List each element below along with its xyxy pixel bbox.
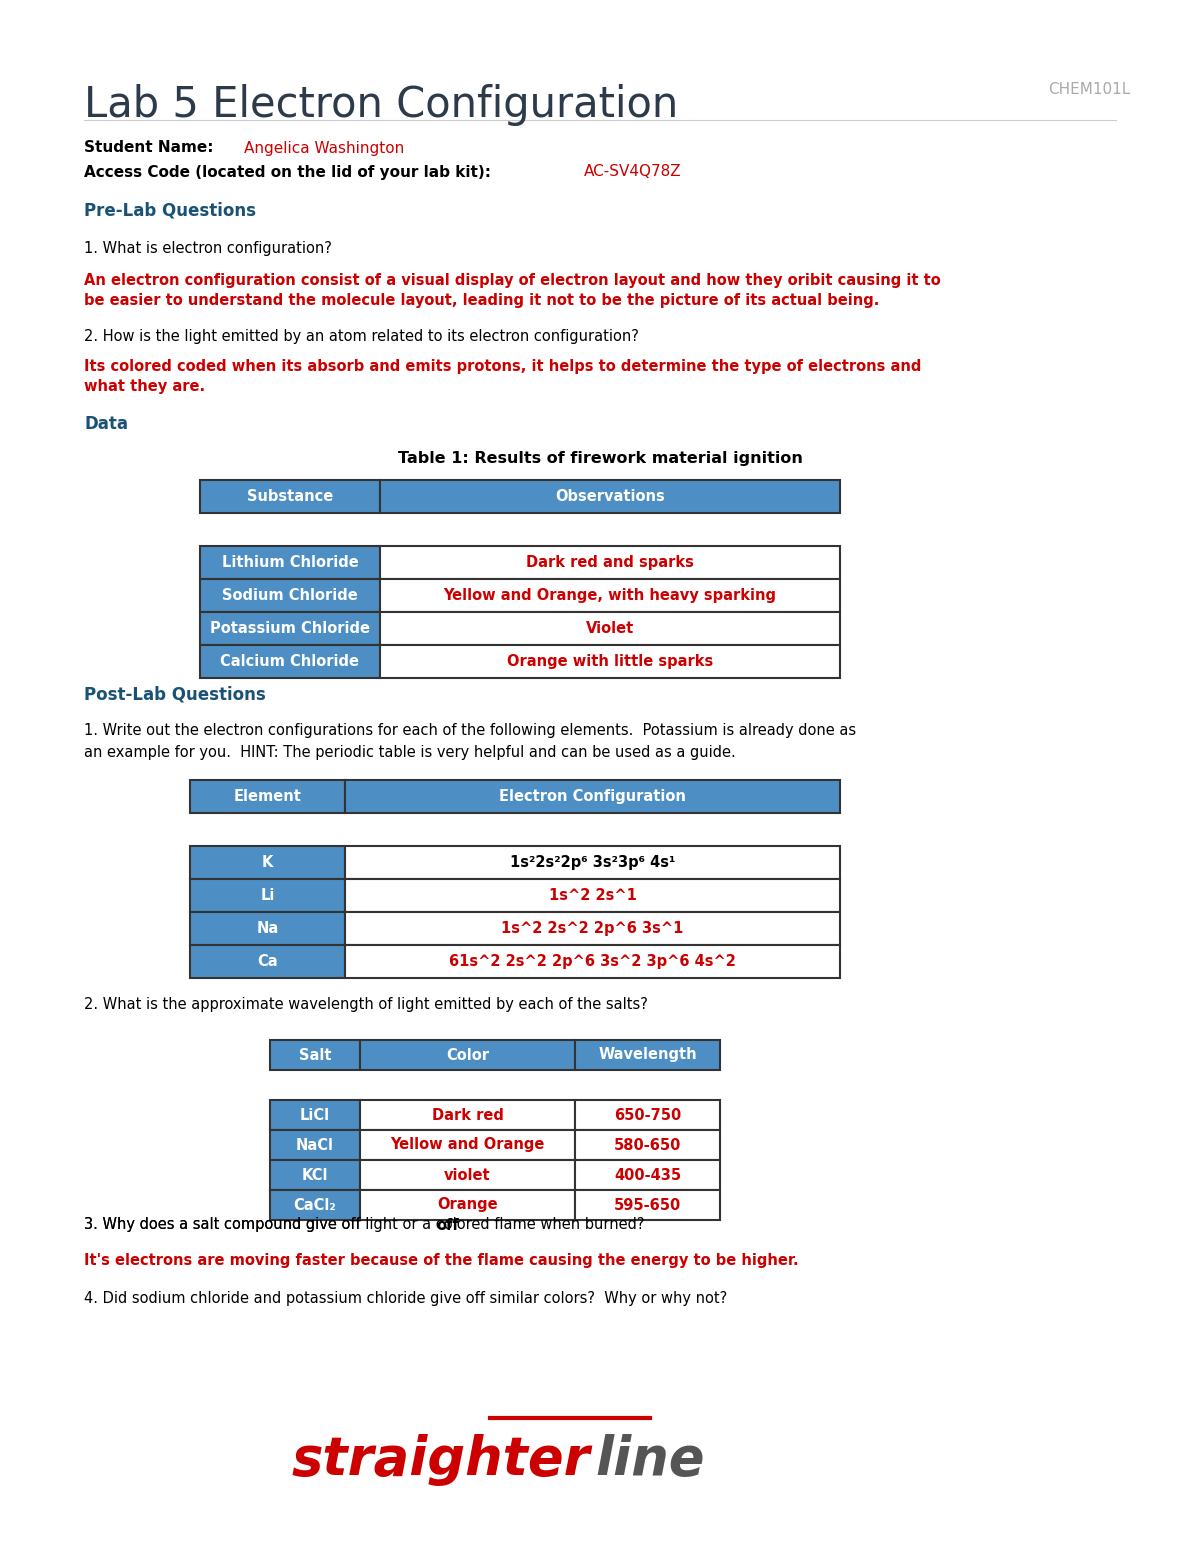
Bar (200, 547, 380, 579)
Text: Element: Element (234, 789, 301, 804)
Text: AC-SV4Q78Z: AC-SV4Q78Z (584, 165, 682, 180)
Text: KCl: KCl (301, 1168, 329, 1182)
Bar (346, 780, 840, 814)
Text: NaCl: NaCl (296, 1137, 334, 1152)
Text: Yellow and Orange, with heavy sparking: Yellow and Orange, with heavy sparking (444, 589, 776, 603)
Text: 4. Did sodium chloride and potassium chloride give off similar colors?  Why or w: 4. Did sodium chloride and potassium chl… (84, 1291, 727, 1306)
Text: Access Code (located on the lid of your lab kit):: Access Code (located on the lid of your … (84, 165, 491, 180)
Text: Substance: Substance (247, 489, 334, 505)
Text: off: off (436, 1218, 458, 1233)
Text: 1s^2 2s^2 2p^6 3s^1: 1s^2 2s^2 2p^6 3s^1 (502, 921, 684, 936)
Text: 2. What is the approximate wavelength of light emitted by each of the salts?: 2. What is the approximate wavelength of… (84, 997, 648, 1013)
Text: Ca: Ca (257, 954, 278, 969)
Bar (575, 1131, 720, 1160)
Text: 1. What is electron configuration?: 1. What is electron configuration? (84, 241, 332, 256)
Bar (575, 1160, 720, 1190)
Text: 595-650: 595-650 (614, 1197, 682, 1213)
Text: Wavelength: Wavelength (598, 1048, 697, 1062)
Bar (200, 480, 380, 512)
Text: CHEM101L: CHEM101L (1048, 82, 1130, 98)
Text: K: K (262, 856, 274, 870)
Bar (575, 1041, 720, 1070)
Bar (360, 1041, 575, 1070)
Bar (270, 1190, 360, 1221)
Text: Dark red: Dark red (432, 1107, 504, 1123)
Text: Color: Color (446, 1048, 490, 1062)
Text: Angelica Washington: Angelica Washington (244, 140, 404, 155)
Bar (575, 1100, 720, 1131)
Text: Salt: Salt (299, 1048, 331, 1062)
Bar (346, 879, 840, 912)
Text: be easier to understand the molecule layout, leading it not to be the picture of: be easier to understand the molecule lay… (84, 292, 880, 307)
Text: Potassium Chloride: Potassium Chloride (210, 621, 370, 637)
Text: 2. How is the light emitted by an atom related to its electron configuration?: 2. How is the light emitted by an atom r… (84, 329, 638, 343)
Bar (270, 1041, 360, 1070)
Text: An electron configuration consist of a visual display of electron layout and how: An electron configuration consist of a v… (84, 272, 941, 287)
Text: Violet: Violet (586, 621, 634, 637)
Text: It's electrons are moving faster because of the flame causing the energy to be h: It's electrons are moving faster because… (84, 1253, 799, 1267)
Bar (190, 780, 346, 814)
Text: 580-650: 580-650 (614, 1137, 682, 1152)
Text: Orange: Orange (437, 1197, 498, 1213)
Text: Student Name:: Student Name: (84, 140, 214, 155)
Text: Calcium Chloride: Calcium Chloride (221, 654, 360, 669)
Text: Dark red and sparks: Dark red and sparks (526, 554, 694, 570)
Bar (346, 912, 840, 944)
Bar (380, 612, 840, 644)
Bar (380, 547, 840, 579)
Bar (360, 1131, 575, 1160)
Bar (360, 1100, 575, 1131)
Text: 650-750: 650-750 (614, 1107, 682, 1123)
Text: Lithium Chloride: Lithium Chloride (222, 554, 359, 570)
Text: 1s^2 2s^1: 1s^2 2s^1 (548, 888, 636, 902)
Text: Its colored coded when its absorb and emits protons, it helps to determine the t: Its colored coded when its absorb and em… (84, 359, 922, 374)
Text: Data: Data (84, 415, 128, 433)
Bar (380, 644, 840, 679)
Text: 3. Why does a salt compound give off: 3. Why does a salt compound give off (84, 1218, 365, 1233)
Text: straighter: straighter (292, 1433, 590, 1486)
Text: 61s^2 2s^2 2p^6 3s^2 3p^6 4s^2: 61s^2 2s^2 2p^6 3s^2 3p^6 4s^2 (449, 954, 736, 969)
Text: Lab 5 Electron Configuration: Lab 5 Electron Configuration (84, 84, 678, 126)
Text: Na: Na (257, 921, 278, 936)
Text: an example for you.  HINT: The periodic table is very helpful and can be used as: an example for you. HINT: The periodic t… (84, 744, 736, 759)
Text: violet: violet (444, 1168, 491, 1182)
Bar (190, 879, 346, 912)
Bar (360, 1190, 575, 1221)
Bar (380, 480, 840, 512)
Text: Li: Li (260, 888, 275, 902)
Text: Observations: Observations (556, 489, 665, 505)
Text: 1. Write out the electron configurations for each of the following elements.  Po: 1. Write out the electron configurations… (84, 722, 856, 738)
Bar (270, 1131, 360, 1160)
Text: Electron Configuration: Electron Configuration (499, 789, 686, 804)
Bar (270, 1100, 360, 1131)
Text: what they are.: what they are. (84, 379, 205, 394)
Bar (575, 1190, 720, 1221)
Bar (200, 612, 380, 644)
Text: Yellow and Orange: Yellow and Orange (390, 1137, 545, 1152)
Text: Post-Lab Questions: Post-Lab Questions (84, 686, 265, 704)
Text: 400-435: 400-435 (614, 1168, 682, 1182)
Bar (190, 846, 346, 879)
Bar (346, 846, 840, 879)
Bar (270, 1160, 360, 1190)
Text: line: line (595, 1433, 704, 1486)
Text: 1s²2s²2p⁶ 3s²3p⁶ 4s¹: 1s²2s²2p⁶ 3s²3p⁶ 4s¹ (510, 856, 676, 870)
Text: CaCl₂: CaCl₂ (294, 1197, 336, 1213)
Text: Table 1: Results of firework material ignition: Table 1: Results of firework material ig… (397, 450, 803, 466)
Bar (190, 944, 346, 978)
Text: 3. Why does a salt compound give off light or a colored flame when burned?: 3. Why does a salt compound give off lig… (84, 1218, 644, 1233)
Bar (346, 944, 840, 978)
Text: LiCl: LiCl (300, 1107, 330, 1123)
Bar (380, 579, 840, 612)
Text: Orange with little sparks: Orange with little sparks (506, 654, 713, 669)
Text: Sodium Chloride: Sodium Chloride (222, 589, 358, 603)
Bar (200, 644, 380, 679)
Bar (190, 912, 346, 944)
Bar (360, 1160, 575, 1190)
Bar (200, 579, 380, 612)
Text: Pre-Lab Questions: Pre-Lab Questions (84, 200, 256, 219)
